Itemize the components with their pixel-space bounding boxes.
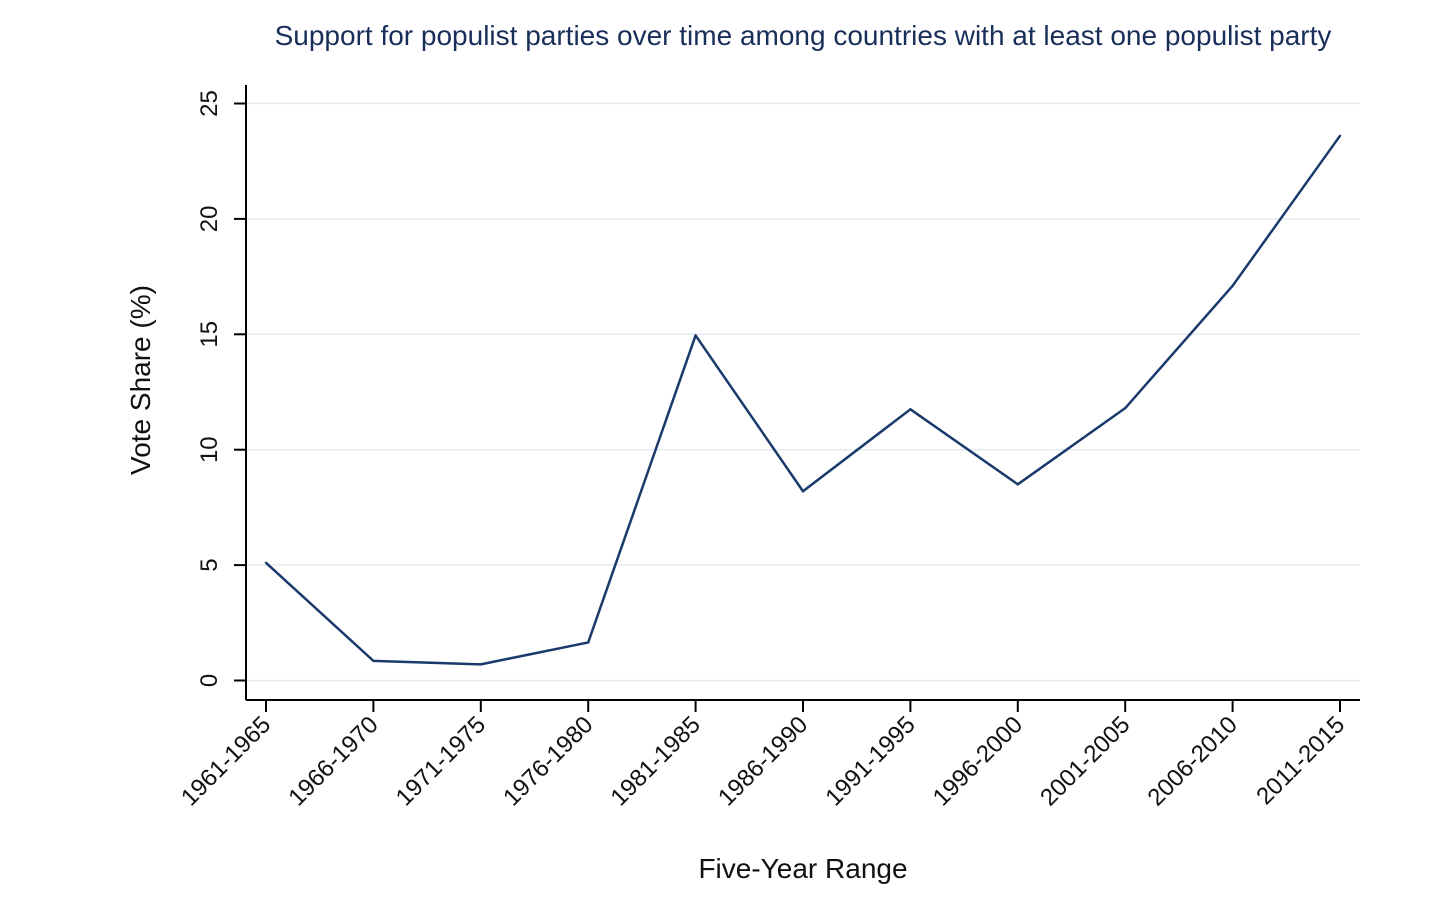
data-point-1996-2000 [1016, 483, 1019, 486]
y-axis-title: Vote Share (%) [125, 285, 156, 475]
y-tick-label-15: 15 [196, 321, 223, 348]
data-point-2011-2015 [1338, 134, 1342, 138]
data-point-1986-1990 [801, 490, 805, 493]
y-axis-ticks: 0 5 10 15 20 25 [196, 90, 246, 687]
x-tick-label-1991-1995: 1991-1995 [820, 711, 920, 811]
x-tick-label-1961-1965: 1961-1965 [176, 711, 276, 811]
x-tick-label-1986-1990: 1986-1990 [713, 711, 813, 811]
data-point-1991-1995 [909, 408, 912, 411]
x-tick-label-1971-1975: 1971-1975 [391, 711, 491, 811]
series-line-0 [265, 135, 1342, 666]
y-tick-label-25: 25 [196, 90, 223, 117]
x-tick-label-1966-1970: 1966-1970 [283, 711, 383, 811]
data-point-1961-1965 [264, 561, 268, 564]
x-tick-label-2006-2010: 2006-2010 [1143, 711, 1243, 811]
data-point-1981-1985 [694, 334, 697, 337]
data-point-2006-2010 [1231, 284, 1234, 288]
chart-title: Support for populist parties over time a… [275, 20, 1332, 51]
data-point-1976-1980 [587, 641, 590, 644]
x-tick-label-2001-2005: 2001-2005 [1035, 711, 1135, 811]
data-point-1971-1975 [479, 663, 482, 666]
x-tick-label-2011-2015: 2011-2015 [1251, 711, 1350, 810]
y-tick-label-0: 0 [196, 674, 223, 687]
series-layer [264, 134, 1342, 666]
grid-lines [246, 102, 1360, 682]
x-axis-ticks: 1961-1965 1966-1970 1971-1975 1976-1980 1981… [176, 700, 1350, 811]
data-point-2001-2005 [1124, 406, 1127, 410]
y-tick-label-10: 10 [196, 436, 223, 463]
x-axis-title: Five-Year Range [698, 853, 907, 884]
x-tick-label-1976-1980: 1976-1980 [498, 711, 598, 811]
y-tick-label-20: 20 [196, 206, 223, 233]
data-point-1966-1970 [372, 659, 375, 663]
x-tick-label-1981-1985: 1981-1985 [606, 711, 706, 811]
x-tick-label-1996-2000: 1996-2000 [928, 711, 1028, 811]
y-tick-label-5: 5 [196, 558, 223, 571]
